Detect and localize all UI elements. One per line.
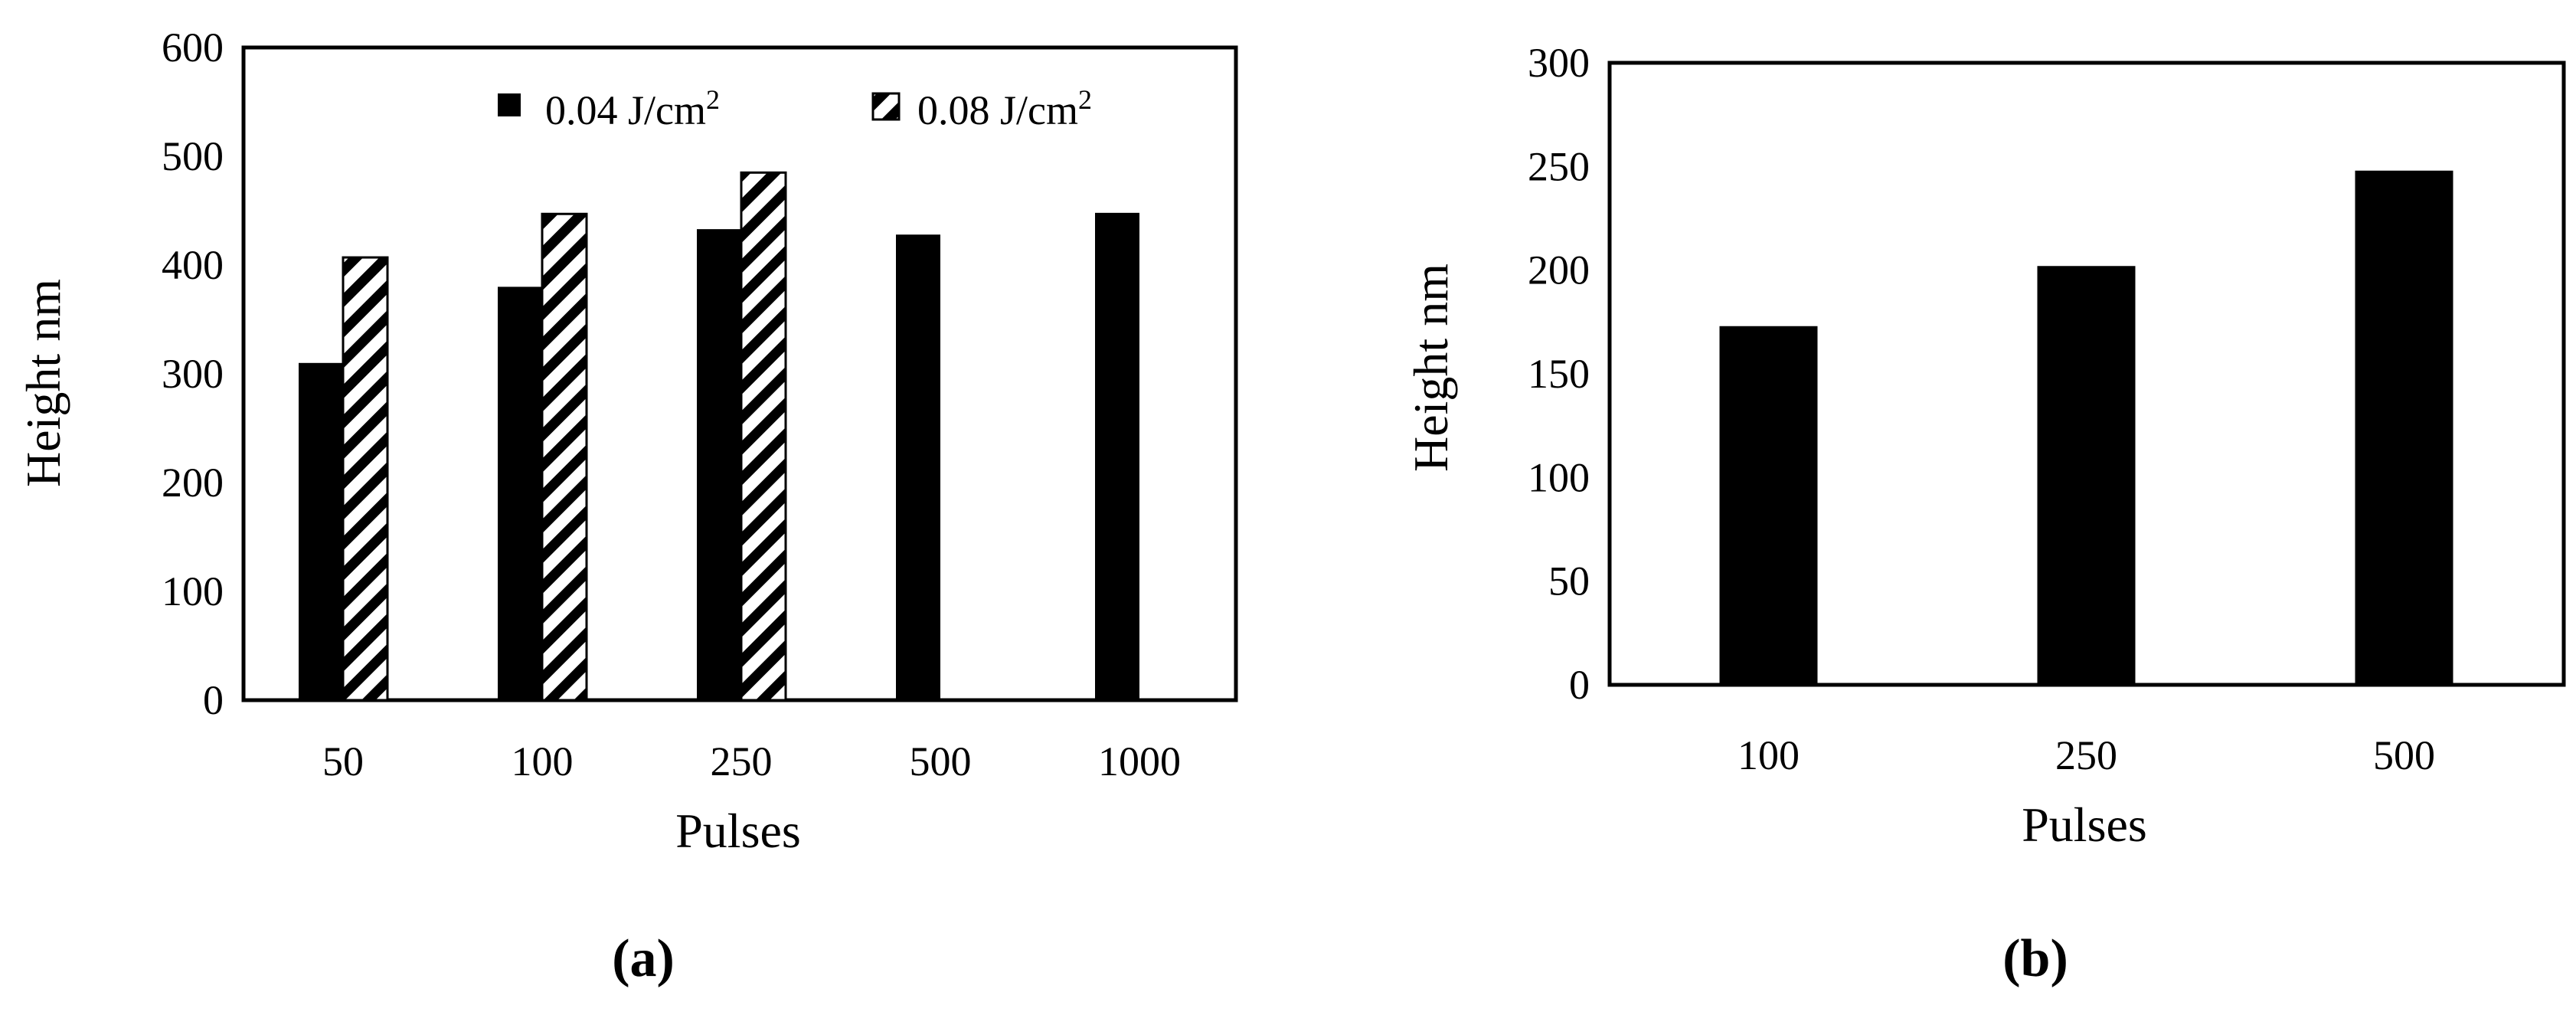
bar xyxy=(896,234,940,700)
chart-b-caption: (b) xyxy=(2002,929,2068,988)
chart-b: 0 50 100 150 200 250 300 100 250 500 Height nm P… xyxy=(1404,40,2566,988)
chart-b-x-axis: 100 250 500 xyxy=(1737,732,2435,778)
chart-b-x-axis-label: Pulses xyxy=(2022,797,2147,852)
chart-a-y-axis: 0 100 200 300 400 500 600 xyxy=(162,25,224,723)
y-tick-label: 100 xyxy=(1528,454,1590,500)
x-tick-label: 1000 xyxy=(1098,738,1181,784)
bar xyxy=(2355,170,2453,685)
y-tick-label: 300 xyxy=(162,351,224,397)
legend-item-1: 0.08 J/cm2 xyxy=(871,84,1092,133)
bar xyxy=(342,256,389,702)
chart-a-x-axis: 50 100 250 500 1000 xyxy=(322,738,1181,784)
chart-a-bars xyxy=(299,171,1139,702)
bar xyxy=(1719,326,1818,685)
y-tick-label: 300 xyxy=(1528,40,1590,86)
x-tick-label: 100 xyxy=(1737,732,1800,778)
x-tick-label: 500 xyxy=(910,738,972,784)
chart-b-y-axis-label: Height nm xyxy=(1404,264,1458,472)
legend-swatch-solid xyxy=(498,93,521,116)
y-tick-label: 200 xyxy=(162,460,224,506)
bar xyxy=(697,229,741,700)
y-tick-label: 50 xyxy=(1548,558,1590,604)
y-tick-label: 250 xyxy=(1528,143,1590,189)
chart-a-y-axis-label: Height nm xyxy=(16,279,70,487)
bar xyxy=(2037,266,2136,686)
x-tick-label: 50 xyxy=(322,738,364,784)
x-tick-label: 100 xyxy=(512,738,574,784)
legend-swatch-hatch xyxy=(871,92,901,121)
x-tick-label: 250 xyxy=(2055,732,2117,778)
y-tick-label: 400 xyxy=(162,242,224,288)
chart-a-x-axis-label: Pulses xyxy=(675,804,801,858)
bar xyxy=(541,212,588,702)
legend-item-0: 0.04 J/cm2 xyxy=(498,84,720,133)
y-tick-label: 600 xyxy=(162,25,224,70)
bar xyxy=(299,362,343,700)
chart-a-caption: (a) xyxy=(612,929,675,988)
y-tick-label: 500 xyxy=(162,133,224,179)
chart-b-y-axis: 0 50 100 150 200 250 300 xyxy=(1528,40,1590,708)
y-tick-label: 150 xyxy=(1528,351,1590,397)
bar xyxy=(498,286,542,700)
legend-label-0: 0.04 J/cm2 xyxy=(545,84,720,133)
chart-a: 0 100 200 300 400 500 600 50 100 250 500 1000 0.04… xyxy=(16,25,1238,988)
y-tick-label: 0 xyxy=(1569,662,1590,708)
y-tick-label: 100 xyxy=(162,568,224,614)
legend-label-1: 0.08 J/cm2 xyxy=(917,84,1092,133)
bar xyxy=(740,171,787,702)
y-tick-label: 200 xyxy=(1528,247,1590,293)
y-tick-label: 0 xyxy=(203,677,224,723)
x-tick-label: 250 xyxy=(711,738,773,784)
x-tick-label: 500 xyxy=(2373,732,2435,778)
bar xyxy=(1095,212,1139,701)
chart-a-legend: 0.04 J/cm2 0.08 J/cm2 xyxy=(498,84,1092,133)
chart-b-bars xyxy=(1719,170,2453,686)
